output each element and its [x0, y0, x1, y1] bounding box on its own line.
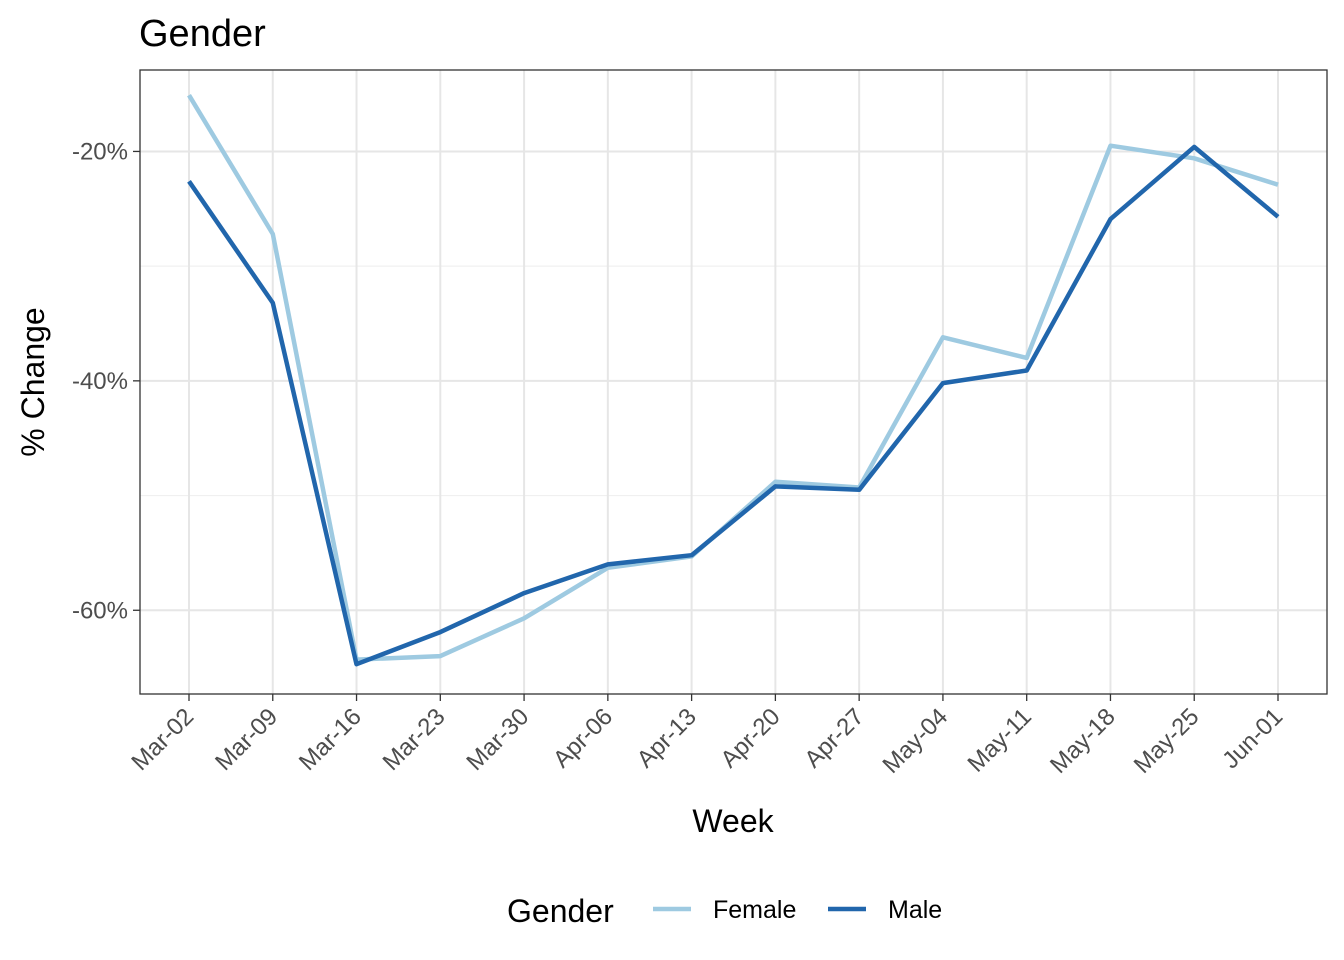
chart-title: Gender	[139, 13, 266, 55]
x-tick-label: Jun-01	[1217, 703, 1288, 774]
series-lines	[187, 94, 1280, 667]
x-tick-label: May-25	[1129, 703, 1205, 779]
x-tick-label: May-04	[877, 703, 953, 779]
x-tick-label: Mar-09	[210, 703, 283, 776]
x-tick-label: Apr-13	[632, 703, 702, 773]
y-tick-label: -40%	[72, 368, 128, 395]
x-tick-label: Mar-23	[378, 703, 451, 776]
legend: Gender Female Male	[507, 893, 942, 929]
series-line-female	[187, 94, 1279, 662]
grid-lines	[140, 70, 1327, 694]
legend-label-female: Female	[713, 896, 796, 924]
x-axis: Mar-02 Mar-09 Mar-16 Mar-23 Mar-30 Apr-06 Apr-…	[126, 694, 1288, 779]
series-line-male	[187, 144, 1280, 667]
x-tick-label: May-11	[963, 703, 1037, 777]
y-tick-label: -60%	[72, 597, 128, 624]
x-tick-label: Apr-27	[799, 703, 869, 773]
x-tick-label: Mar-02	[126, 703, 199, 776]
x-tick-label: Apr-06	[548, 703, 618, 773]
x-tick-label: Mar-30	[461, 703, 534, 776]
legend-label-male: Male	[888, 896, 942, 924]
y-axis-title: % Change	[15, 307, 51, 456]
y-axis: -60% -40% -20%	[72, 138, 140, 624]
legend-title: Gender	[507, 893, 614, 929]
x-tick-label: Apr-20	[716, 703, 786, 773]
x-axis-title: Week	[692, 803, 774, 839]
x-tick-label: Mar-16	[294, 703, 367, 776]
y-tick-label: -20%	[72, 138, 128, 165]
plot-panel-border	[139, 69, 1328, 695]
x-tick-label: May-18	[1045, 703, 1121, 779]
